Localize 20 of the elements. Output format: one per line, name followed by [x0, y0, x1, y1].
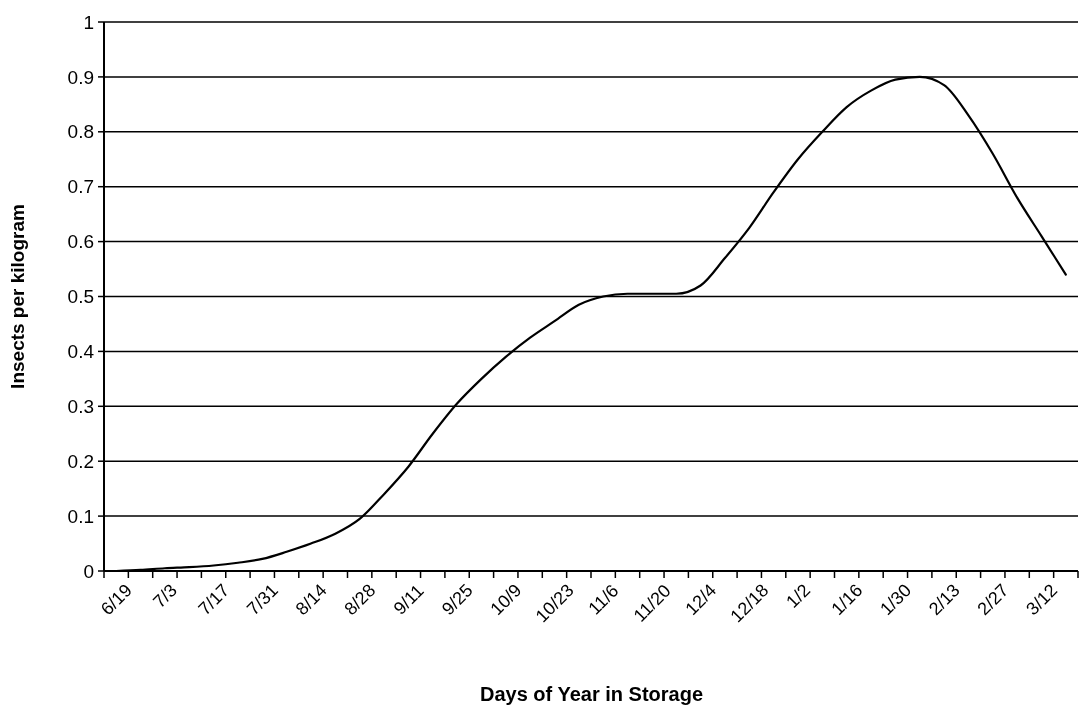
y-tick-label: 0.9 [67, 66, 94, 88]
y-tick-label: 0 [83, 560, 94, 582]
y-tick-label: 0.6 [67, 231, 94, 253]
x-tick-label: 7/31 [243, 580, 282, 620]
y-tick-label: 0.3 [67, 395, 94, 417]
x-axis-title: Days of Year in Storage [479, 683, 704, 705]
y-tick-label: 1 [83, 11, 94, 33]
x-tick-label: 6/19 [96, 580, 136, 620]
x-tick-label: 11/6 [584, 580, 623, 619]
y-tick-label: 0.1 [67, 505, 94, 527]
y-axis-title: Insects per kilogram [7, 204, 28, 389]
y-tick-label: 0.7 [67, 176, 94, 198]
y-tick-label: 0.2 [67, 450, 94, 472]
x-tick-label: 10/9 [486, 580, 526, 620]
y-tick-label: 0.5 [67, 286, 94, 308]
x-tick-label: 9/11 [389, 580, 428, 619]
y-tick-label: 0.4 [67, 341, 95, 363]
y-tick-label: 0.8 [67, 121, 94, 143]
x-tick-label: 1/2 [782, 580, 815, 612]
x-tick-label: 7/3 [149, 580, 182, 612]
